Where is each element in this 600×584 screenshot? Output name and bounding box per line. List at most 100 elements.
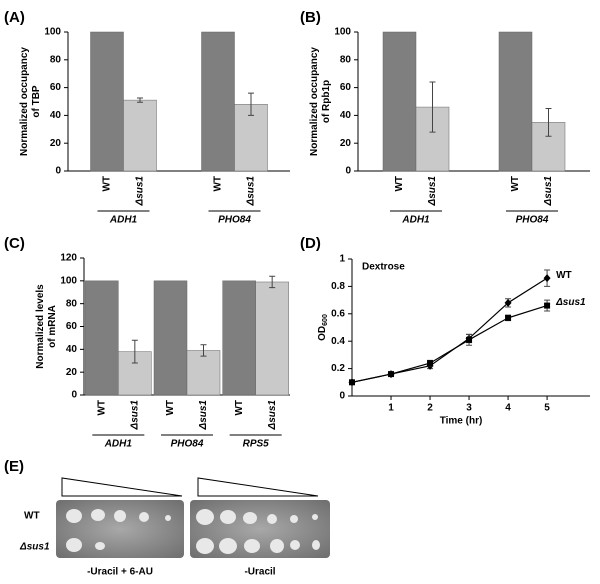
y-tick-label: 0.4 (331, 336, 345, 347)
y-axis-label-line: of Rpb1p (321, 80, 332, 123)
series-label: WT (556, 270, 572, 281)
panel-label: (D) (300, 235, 321, 252)
y-axis-label-sub: 600 (322, 314, 329, 326)
category-label: ADH1 (104, 439, 133, 450)
category-label: RPS5 (243, 439, 270, 450)
category-label: ADH1 (109, 215, 138, 226)
series-label: WT (96, 400, 107, 416)
series-label: Δsus1 (543, 176, 554, 207)
y-tick-label: 40 (340, 110, 352, 121)
point (427, 360, 434, 367)
bar (153, 280, 188, 396)
error-bar (137, 97, 143, 103)
x-axis-label: Time (hr) (440, 416, 483, 427)
panel-label: (C) (4, 235, 25, 252)
y-tick-label: 0 (71, 390, 77, 401)
series-label: WT (102, 176, 113, 192)
point (505, 314, 512, 321)
error-bar (429, 81, 436, 133)
bar (85, 280, 119, 396)
x-tick-label: 4 (505, 403, 511, 414)
panel-label: (A) (4, 9, 25, 26)
y-tick-label: 60 (340, 82, 352, 93)
bar (123, 99, 157, 172)
spots (66, 509, 320, 554)
bar (201, 31, 235, 172)
y-tick-label: 20 (66, 367, 78, 378)
error-bar (200, 344, 207, 357)
series-label: Δsus1 (267, 400, 278, 431)
dilution-triangle (61, 477, 183, 497)
panel-label: (E) (4, 458, 24, 475)
row-label: Δsus1 (19, 542, 50, 553)
series-label: WT (213, 176, 224, 192)
error-bar (269, 275, 276, 289)
y-tick-label: 100 (60, 275, 77, 286)
y-tick-label: 80 (50, 54, 62, 65)
panel-label: (B) (300, 9, 321, 26)
y-tick-label: 0 (339, 391, 345, 402)
row-label: WT (24, 511, 40, 522)
category-label: PHO84 (218, 215, 251, 226)
condition-label: -Uracil (244, 567, 275, 578)
category-label: PHO84 (171, 439, 204, 450)
y-axis-label-line: of mRNA (47, 305, 58, 348)
dilution-triangle (197, 477, 319, 497)
y-tick-label: 80 (340, 54, 352, 65)
bar (90, 31, 124, 172)
error-bar (131, 339, 138, 364)
y-tick-label: 0.8 (331, 281, 345, 292)
bar (498, 31, 533, 172)
x-tick-label: 3 (466, 403, 472, 414)
y-axis-label-line: of TBP (31, 85, 42, 118)
y-tick-label: 120 (60, 253, 77, 264)
bar (255, 281, 289, 396)
y-axis-label-line: Normalized occupancy (19, 47, 30, 156)
series-label: Δsus1 (129, 400, 140, 431)
y-tick-label: 1 (339, 254, 345, 265)
y-axis-label: Normalized occupancyof Rpb1p (309, 47, 332, 156)
panel-e: (E) WT Δsus1 -Uracil + 6-AU -Uracil (4, 458, 330, 578)
series-label: WT (510, 176, 521, 192)
chart-title: Dextrose (362, 262, 405, 273)
y-axis-label-line: Normalized occupancy (309, 47, 320, 156)
error-bar (545, 107, 552, 137)
series-label: Δsus1 (246, 176, 257, 207)
condition-label: -Uracil + 6-AU (87, 567, 153, 578)
y-tick-label: 0 (345, 166, 351, 177)
y-axis-label-main: OD (317, 326, 328, 341)
plate (56, 500, 184, 558)
y-tick-label: 80 (66, 298, 78, 309)
y-tick-label: 20 (340, 138, 352, 149)
y-axis-label-line: Normalized levels (35, 284, 46, 369)
series-label: WT (234, 400, 245, 416)
y-tick-label: 0.6 (331, 308, 345, 319)
error-bar (248, 92, 254, 116)
y-tick-label: 20 (50, 138, 62, 149)
y-tick-label: 40 (66, 344, 78, 355)
bar (186, 350, 221, 396)
y-tick-label: 100 (334, 27, 351, 38)
x-tick-label: 5 (544, 403, 550, 414)
series-label: Δsus1 (427, 176, 438, 207)
x-tick-label: 2 (427, 403, 433, 414)
y-tick-label: 100 (44, 27, 61, 38)
point (544, 302, 551, 309)
series-line (351, 305, 548, 383)
series-label: Δsus1 (555, 297, 586, 308)
y-axis-label: Normalized occupancyof TBP (19, 47, 42, 156)
y-tick-label: 40 (50, 110, 62, 121)
y-tick-label: 0.2 (331, 363, 345, 374)
category-label: ADH1 (401, 215, 430, 226)
point (466, 336, 473, 343)
series-label: Δsus1 (198, 400, 209, 431)
point (388, 371, 395, 378)
point (504, 298, 512, 307)
category-label: PHO84 (516, 215, 549, 226)
series-label: WT (394, 176, 405, 192)
y-tick-label: 0 (55, 166, 61, 177)
y-axis-label: OD600 (317, 314, 329, 341)
series-label: WT (165, 400, 176, 416)
series-line (351, 277, 548, 383)
